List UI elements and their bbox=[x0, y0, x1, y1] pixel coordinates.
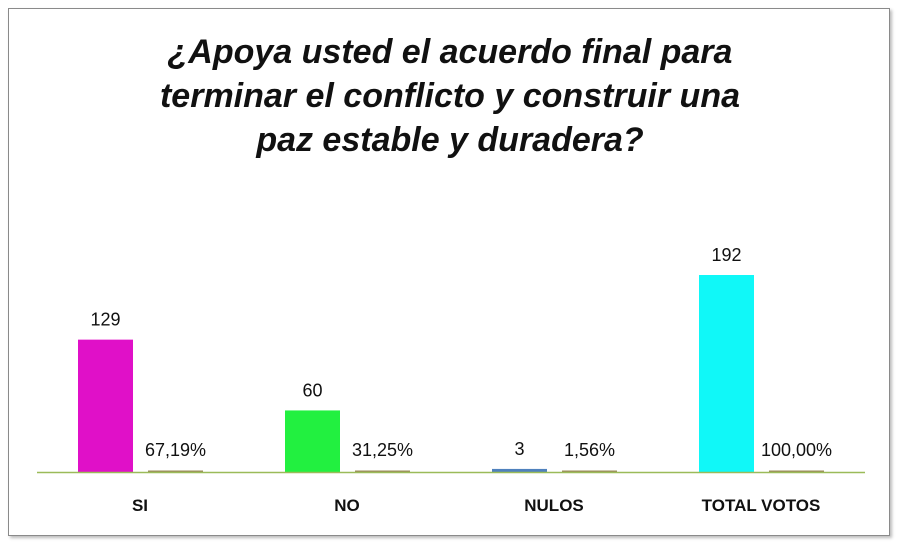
data-label-percent: 100,00% bbox=[761, 440, 832, 460]
bar-votes bbox=[492, 468, 547, 472]
data-label-votes: 3 bbox=[514, 439, 524, 459]
x-tick-label: NULOS bbox=[524, 496, 584, 515]
x-tick-label: NO bbox=[334, 496, 360, 515]
x-tick-label: TOTAL VOTOS bbox=[702, 496, 821, 515]
chart-frame bbox=[8, 8, 890, 536]
bar-votes bbox=[78, 339, 133, 472]
bar-votes bbox=[699, 275, 754, 472]
data-label-votes: 192 bbox=[711, 245, 741, 265]
bar-votes bbox=[285, 410, 340, 472]
title-line: paz estable y duradera? bbox=[256, 121, 644, 159]
title-line: ¿Apoya usted el acuerdo final para bbox=[167, 33, 733, 71]
data-label-votes: 60 bbox=[302, 380, 322, 400]
bar-percent bbox=[148, 470, 203, 472]
data-label-percent: 31,25% bbox=[352, 440, 413, 460]
data-label-percent: 1,56% bbox=[564, 440, 615, 460]
chart-title: ¿Apoya usted el acuerdo final para termi… bbox=[0, 30, 900, 162]
title-line: terminar el conflicto y construir una bbox=[159, 77, 740, 115]
bar-percent bbox=[562, 470, 617, 472]
data-label-percent: 67,19% bbox=[145, 440, 206, 460]
data-label-votes: 129 bbox=[90, 310, 120, 330]
x-tick-label: SI bbox=[132, 496, 148, 515]
bar-percent bbox=[355, 470, 410, 472]
bar-percent bbox=[769, 470, 824, 472]
